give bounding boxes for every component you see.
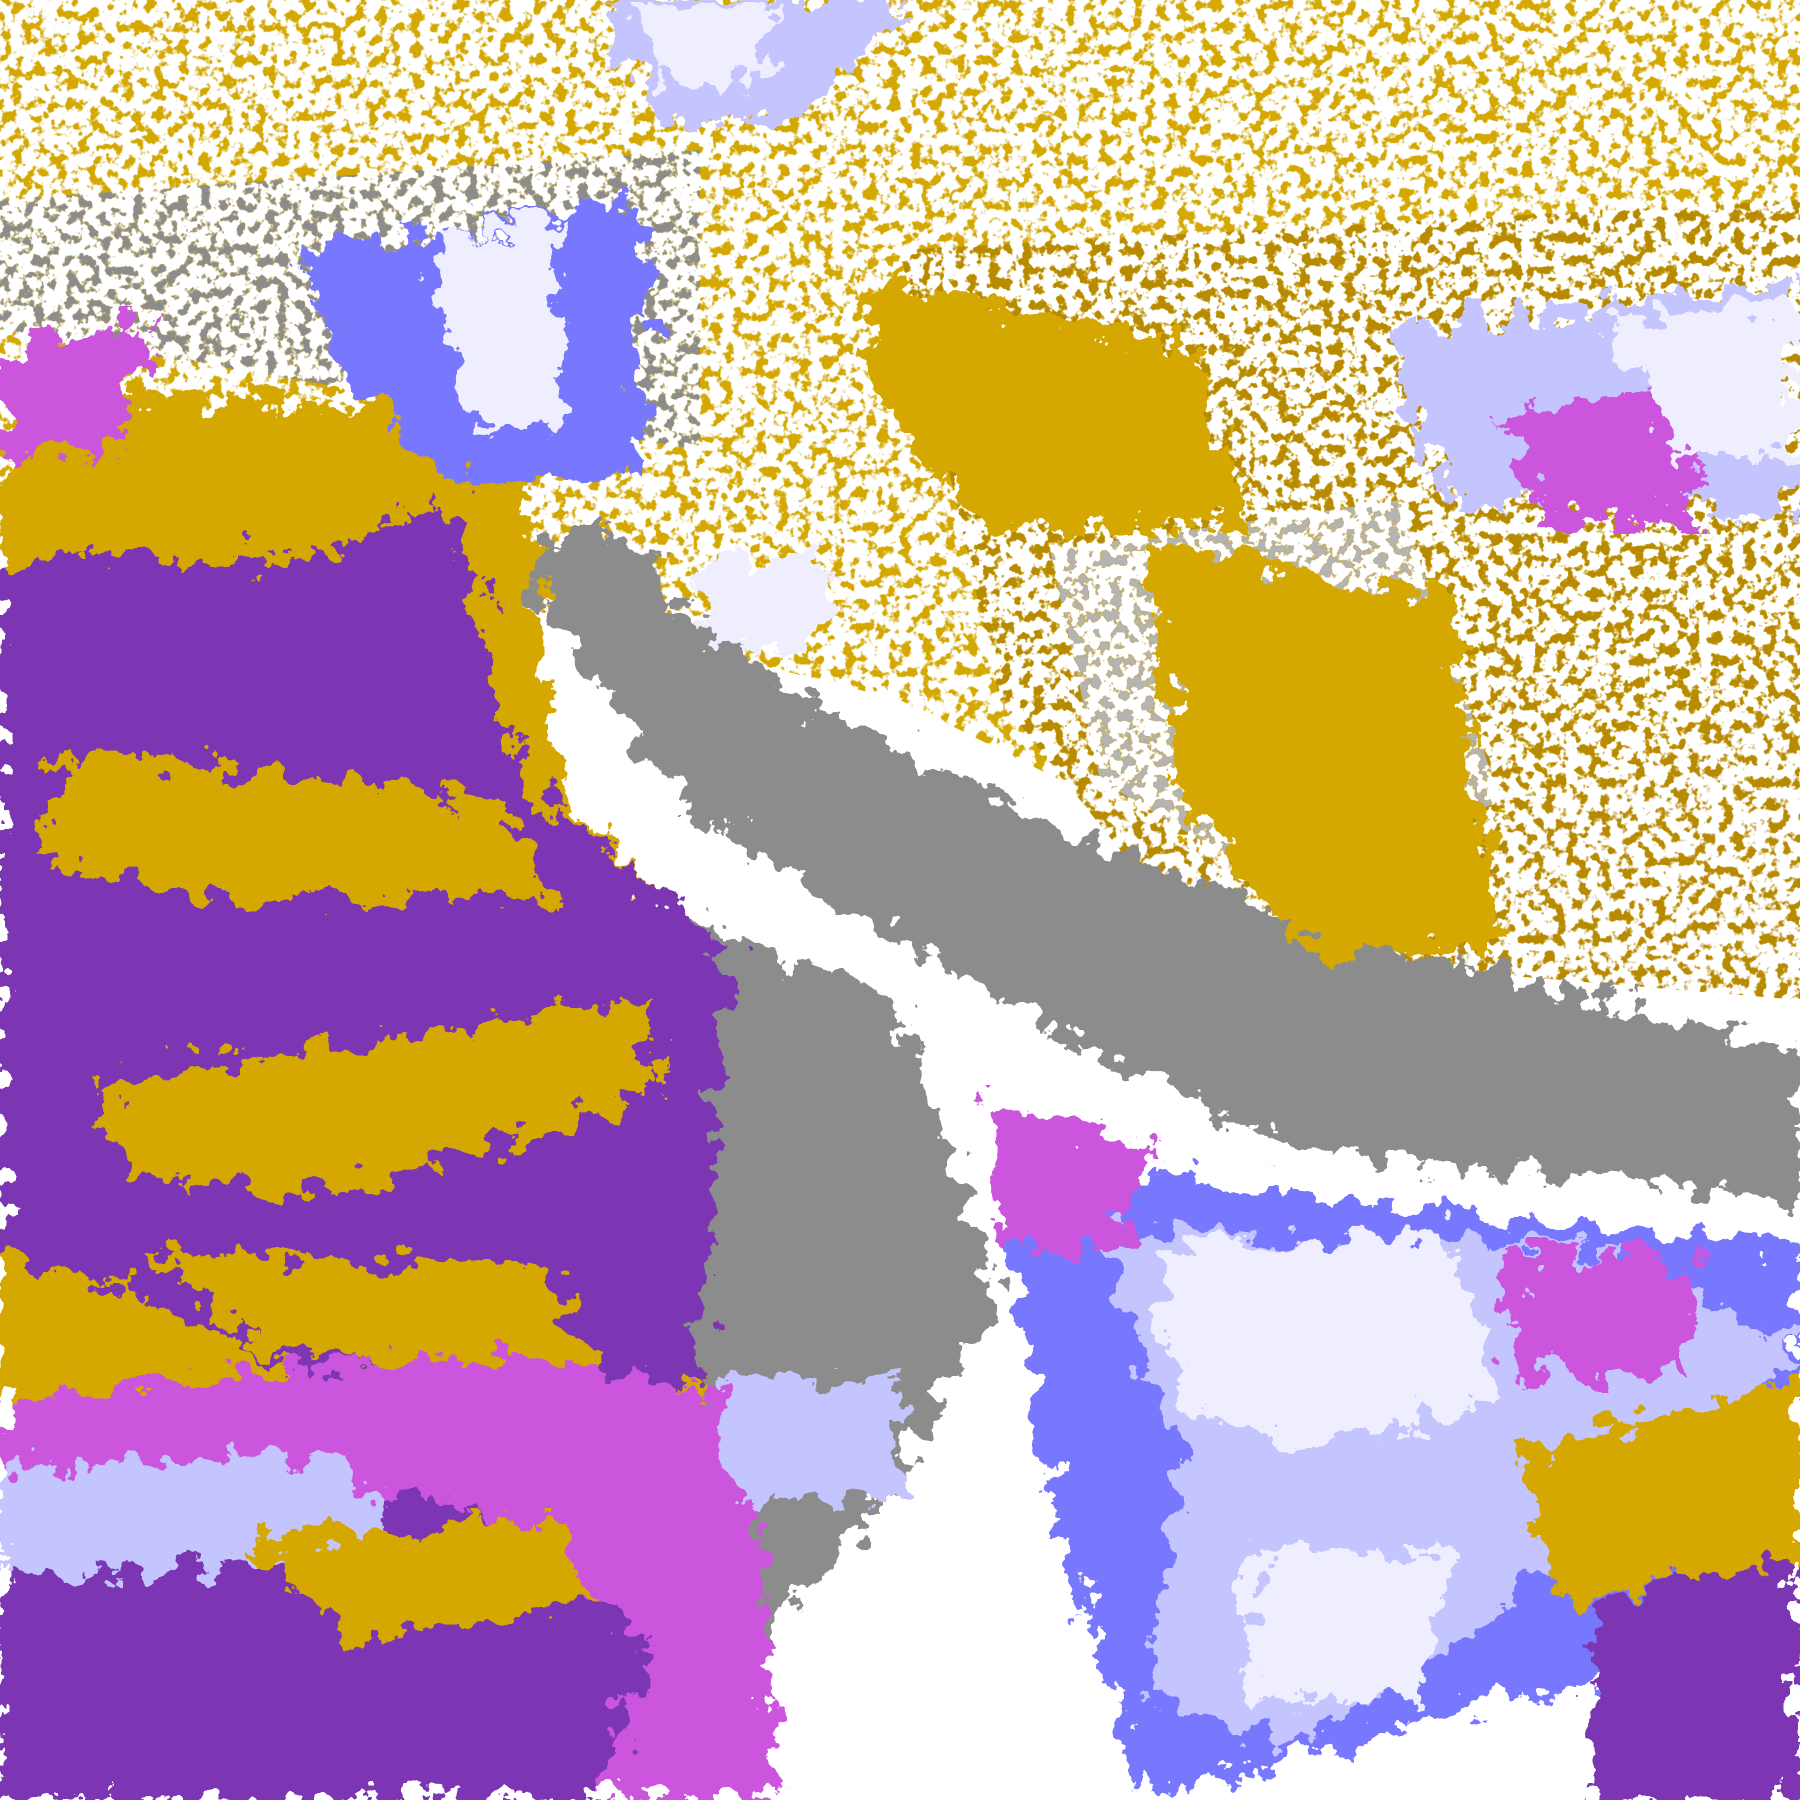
purple-region [0,500,730,1450]
purple-region [1580,1550,1800,1800]
lavender-cloud [640,10,780,90]
magenta-cloud [1500,380,1700,520]
magenta-cloud [0,320,150,460]
lavender-cloud [1250,1550,1450,1700]
gold-streak [250,1520,600,1640]
lavender-cloud [1600,300,1800,460]
gold-region [1150,540,1500,950]
gray-cloud-band [500,520,1800,1200]
periwinkle-cloud [720,1380,900,1500]
gold-streak [40,750,550,900]
gold-streak [100,1000,650,1200]
lavender-cloud [430,220,560,430]
lavender-cloud [1150,1230,1500,1450]
magenta-cloud [1500,1250,1700,1380]
gold-streak [150,1250,600,1380]
magenta-band [980,1100,1150,1250]
gold-region [1520,1380,1800,1600]
lavender-cloud [700,550,830,650]
gold-region [860,280,1250,530]
